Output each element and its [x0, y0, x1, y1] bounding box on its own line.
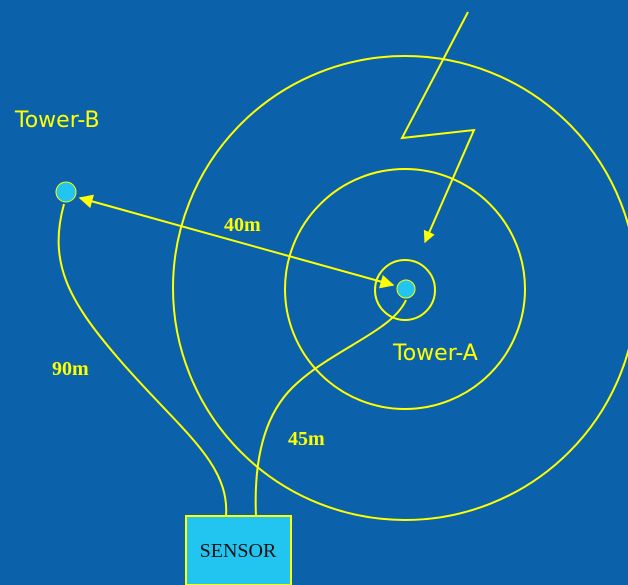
- sensor-label: SENSOR: [200, 540, 277, 562]
- distance-label: 40m: [224, 214, 261, 236]
- distance-label: 90m: [52, 358, 89, 380]
- tower-a-label: Tower-A: [392, 341, 478, 366]
- tower-b-label: Tower-B: [14, 108, 100, 133]
- distance-label: 45m: [288, 428, 325, 450]
- diagram: Tower-B Tower-A SENSOR 40m 90m 45m: [0, 0, 628, 585]
- background: [0, 0, 628, 585]
- tower-a-dot: [397, 280, 415, 298]
- tower-b-dot: [56, 182, 76, 202]
